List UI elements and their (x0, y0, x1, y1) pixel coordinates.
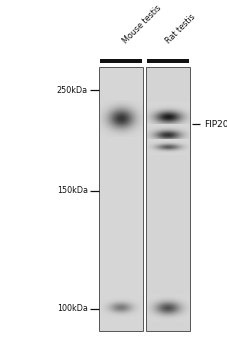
Text: 100kDa: 100kDa (57, 304, 87, 313)
Bar (99, 66, 143, 331)
Text: Mouse testis: Mouse testis (120, 4, 162, 46)
Bar (146, 66, 190, 331)
Bar (99, 66, 143, 331)
Text: Rat testis: Rat testis (163, 13, 196, 46)
Bar (146, 66, 190, 331)
Text: 150kDa: 150kDa (57, 186, 87, 195)
Text: 250kDa: 250kDa (56, 86, 87, 95)
Text: FIP200: FIP200 (203, 120, 227, 129)
